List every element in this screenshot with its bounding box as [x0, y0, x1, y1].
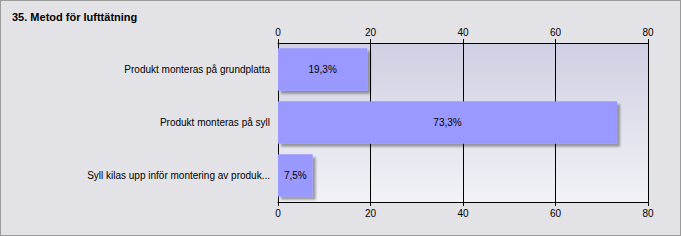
- svg-text:0: 0: [275, 27, 281, 38]
- svg-text:35. Metod för lufttätning: 35. Metod för lufttätning: [12, 11, 137, 23]
- svg-text:60: 60: [550, 208, 562, 219]
- svg-text:80: 80: [642, 27, 654, 38]
- svg-text:20: 20: [365, 208, 377, 219]
- svg-text:Produkt monteras på syll: Produkt monteras på syll: [160, 117, 270, 128]
- svg-text:20: 20: [365, 27, 377, 38]
- svg-text:19,3%: 19,3%: [308, 64, 336, 75]
- svg-text:Produkt monteras på grundplatt: Produkt monteras på grundplatta: [124, 64, 270, 75]
- svg-text:Syll kilas upp inför montering: Syll kilas upp inför montering av produk…: [87, 170, 270, 181]
- svg-text:60: 60: [550, 27, 562, 38]
- svg-text:7,5%: 7,5%: [284, 170, 307, 181]
- svg-text:40: 40: [457, 27, 469, 38]
- svg-text:73,3%: 73,3%: [433, 117, 461, 128]
- svg-text:40: 40: [457, 208, 469, 219]
- svg-text:80: 80: [642, 208, 654, 219]
- svg-text:0: 0: [275, 208, 281, 219]
